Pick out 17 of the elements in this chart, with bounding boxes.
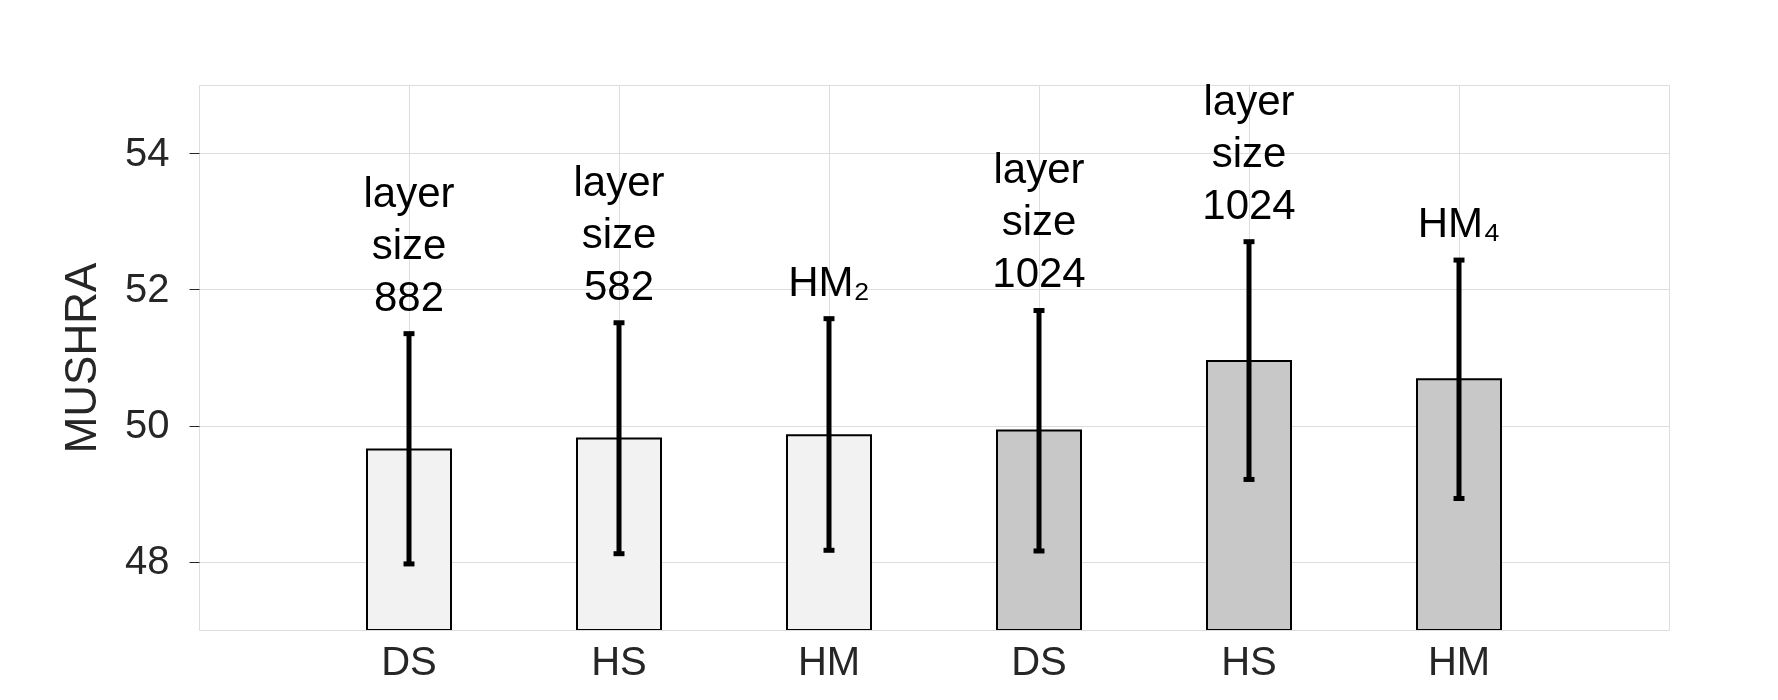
y-tick-label: 52 <box>125 265 170 310</box>
y-tick-label: 50 <box>125 402 170 447</box>
text: layer size 1024 <box>992 145 1086 297</box>
y-axis-title: MUSHRA <box>56 262 106 454</box>
x-tick-label: DS <box>381 638 437 683</box>
x-tick-label: HM <box>797 638 861 683</box>
annotation: HM₂ <box>788 257 870 305</box>
text: layer size 1024 <box>1202 76 1296 228</box>
y-tick-label: 54 <box>125 129 170 174</box>
y-tick-label: 48 <box>125 538 170 583</box>
annotation: HM₄ <box>1417 199 1501 247</box>
x-tick-label: HS <box>1221 638 1277 683</box>
text: layer size 582 <box>573 157 665 309</box>
x-tick-label: DS <box>1011 638 1067 683</box>
x-tick-label: HM <box>1427 638 1491 683</box>
text: layer size 882 <box>363 168 455 320</box>
x-tick-label: HS <box>591 638 647 683</box>
